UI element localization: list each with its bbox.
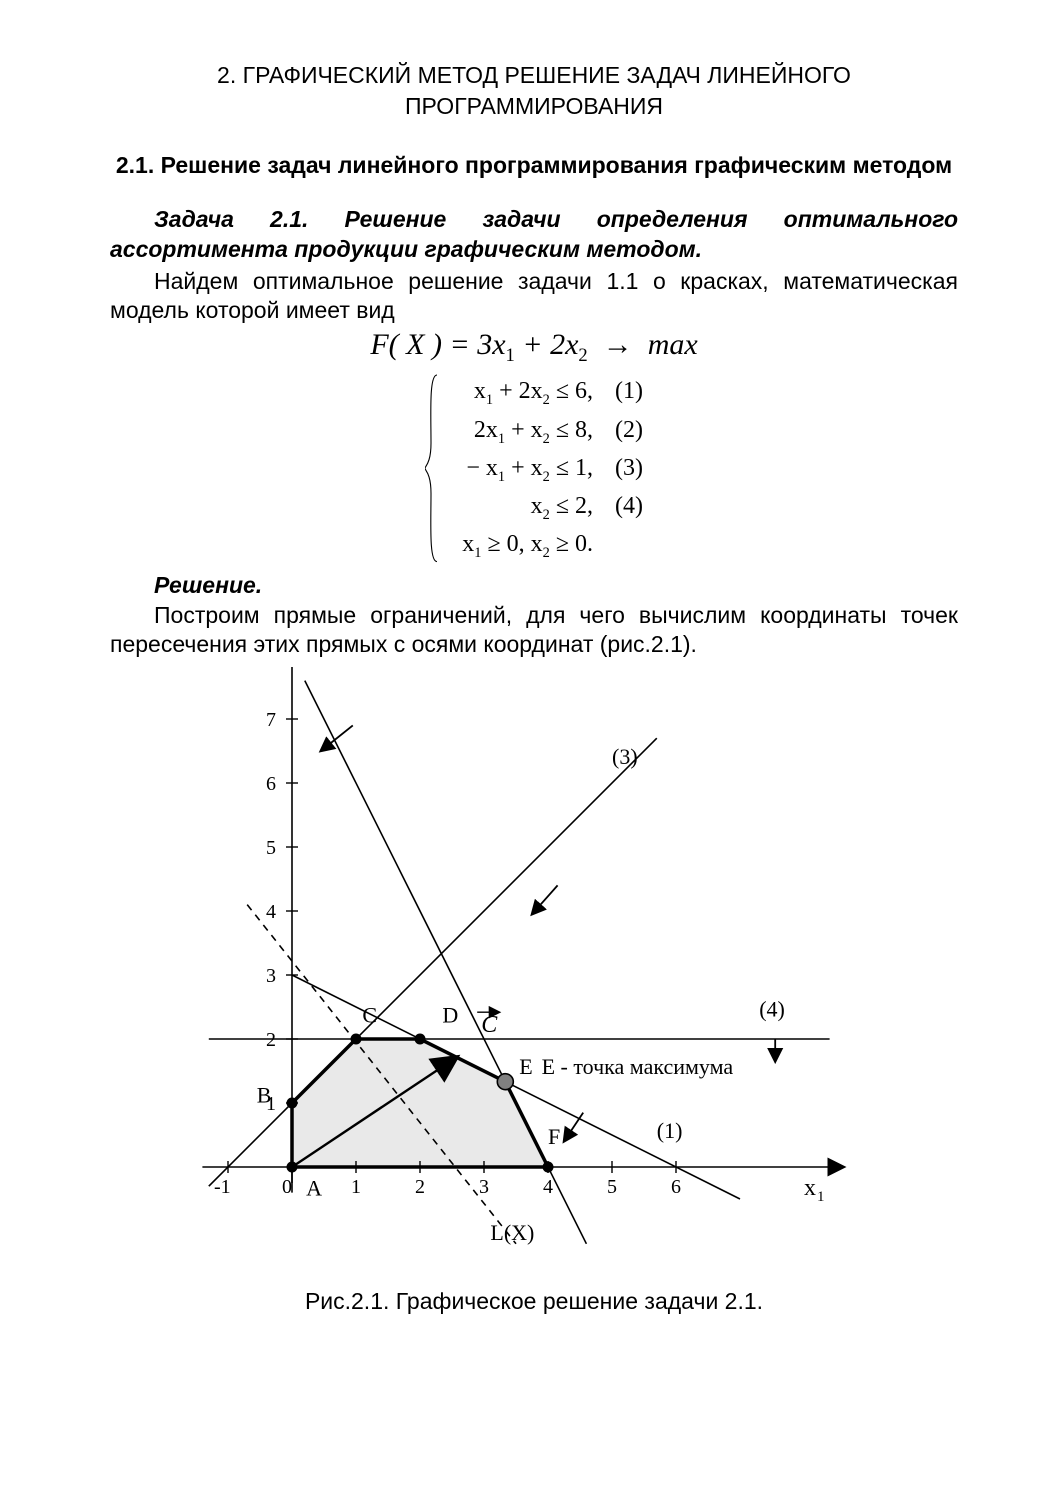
figure-caption: Рис.2.1. Графическое решение задачи 2.1.: [110, 1288, 958, 1315]
constraint-system: x1 + 2x2 ≤ 6,(1)2x1 + x2 ≤ 8,(2)− x1 + x…: [425, 373, 643, 564]
solution-heading: Решение.: [110, 572, 958, 599]
svg-text:(4): (4): [759, 996, 785, 1021]
constraint-row: x1 ≥ 0, x2 ≥ 0.: [443, 526, 643, 564]
svg-text:C: C: [481, 1012, 498, 1038]
problem-heading-text: Задача 2.1. Решение задачи определения о…: [110, 206, 958, 262]
svg-text:(1): (1): [657, 1118, 683, 1143]
math-block: F( X ) = 3x1 + 2x2 → max x1 + 2x2 ≤ 6,(1…: [110, 328, 958, 564]
problem-heading: Задача 2.1. Решение задачи определения о…: [110, 205, 958, 265]
intro-paragraph: Найдем оптимальное решение задачи 1.1 о …: [110, 267, 958, 325]
svg-text:3: 3: [479, 1176, 489, 1198]
svg-text:7: 7: [266, 709, 276, 731]
chapter-title: 2. ГРАФИЧЕСКИЙ МЕТОД РЕШЕНИЕ ЗАДАЧ ЛИНЕЙ…: [110, 60, 958, 122]
svg-text:F: F: [548, 1124, 560, 1149]
svg-text:A: A: [306, 1175, 322, 1200]
svg-text:5: 5: [266, 837, 276, 859]
svg-text:6: 6: [671, 1176, 681, 1198]
svg-text:3: 3: [266, 965, 276, 987]
figure: -1012345612345678(1)(2)(3)(4)CABCDEFx1x2…: [110, 667, 958, 1315]
svg-text:x: x: [804, 1175, 816, 1201]
section-title: 2.1. Решение задач линейного программиро…: [110, 150, 958, 181]
svg-text:B: B: [257, 1082, 272, 1107]
svg-text:6: 6: [266, 773, 276, 795]
brace-icon: [425, 373, 439, 564]
svg-text:5: 5: [607, 1176, 617, 1198]
solution-heading-text: Решение.: [154, 572, 262, 598]
svg-text:1: 1: [351, 1176, 361, 1198]
svg-text:4: 4: [543, 1176, 553, 1198]
svg-text:E: E: [519, 1053, 532, 1078]
constraint-row: x2 ≤ 2,(4): [443, 488, 643, 526]
constraint-row: x1 + 2x2 ≤ 6,(1): [443, 373, 643, 411]
svg-text:L(X): L(X): [490, 1220, 534, 1245]
svg-text:1: 1: [817, 1189, 825, 1205]
svg-text:C: C: [362, 1002, 377, 1027]
svg-text:2: 2: [266, 1029, 276, 1051]
solution-text: Построим прямые ограничений, для чего вы…: [110, 602, 958, 657]
intro-text: Найдем оптимальное решение задачи 1.1 о …: [110, 268, 958, 323]
svg-text:4: 4: [266, 901, 276, 923]
svg-text:(3): (3): [612, 743, 638, 768]
solution-paragraph: Построим прямые ограничений, для чего вы…: [110, 601, 958, 659]
objective-function: F( X ) = 3x1 + 2x2 → max: [110, 328, 958, 367]
constraint-row: 2x1 + x2 ≤ 8,(2): [443, 412, 643, 450]
svg-text:0: 0: [282, 1176, 292, 1198]
figure-svg: -1012345612345678(1)(2)(3)(4)CABCDEFx1x2…: [174, 667, 894, 1277]
svg-text:E - точка максимума: E - точка максимума: [542, 1053, 734, 1078]
constraint-row: − x1 + x2 ≤ 1,(3): [443, 450, 643, 488]
svg-text:D: D: [442, 1002, 458, 1027]
svg-text:2: 2: [415, 1176, 425, 1198]
